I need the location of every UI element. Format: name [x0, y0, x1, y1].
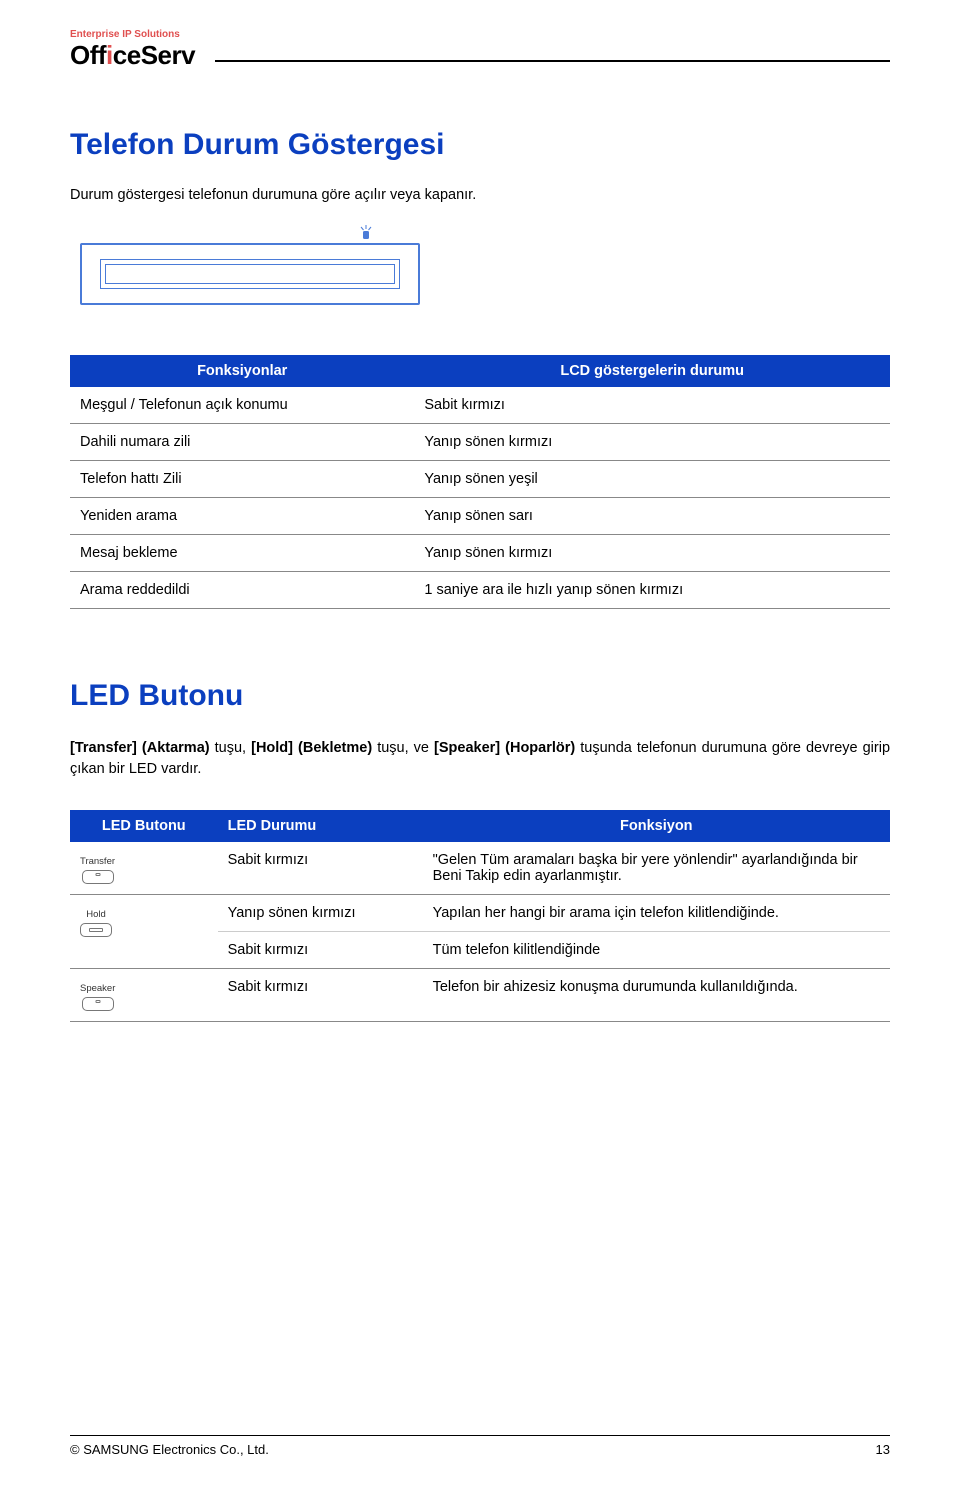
status-table-header-lcd: LCD göstergelerin durumu [414, 355, 890, 387]
brand-logo: Enterprise IP Solutions OfficeServ [70, 30, 195, 68]
led-table-header-status: LED Durumu [218, 810, 423, 842]
table-row: Meşgul / Telefonun açık konumuSabit kırm… [70, 387, 890, 424]
led-table-header-function: Fonksiyon [423, 810, 890, 842]
lcd-inner-frame [100, 259, 400, 289]
section1-intro: Durum göstergesi telefonun durumuna göre… [70, 187, 890, 203]
table-row: Hold Yanıp sönen kırmızı Yapılan her han… [70, 895, 890, 932]
table-row: Arama reddedildi1 saniye ara ile hızlı y… [70, 572, 890, 609]
footer-copyright: © SAMSUNG Electronics Co., Ltd. [70, 1442, 269, 1457]
transfer-button-icon: Transfer [80, 856, 115, 884]
led-glow-icon [360, 225, 372, 239]
lcd-outer-frame [80, 243, 420, 305]
page-header: Enterprise IP Solutions OfficeServ [70, 30, 890, 68]
table-row: Telefon hattı ZiliYanıp sönen yeşil [70, 461, 890, 498]
lcd-display-bar [105, 264, 395, 284]
speaker-button-icon: Speaker [80, 983, 115, 1011]
brand-name: OfficeServ [70, 42, 195, 68]
section1-title: Telefon Durum Göstergesi [70, 128, 890, 162]
brand-tagline: Enterprise IP Solutions [70, 30, 195, 40]
page-footer: © SAMSUNG Electronics Co., Ltd. 13 [70, 1435, 890, 1457]
table-row: Mesaj beklemeYanıp sönen kırmızı [70, 535, 890, 572]
status-table: Fonksiyonlar LCD göstergelerin durumu Me… [70, 355, 890, 609]
lcd-diagram [80, 243, 420, 305]
status-table-header-functions: Fonksiyonlar [70, 355, 414, 387]
table-row: Speaker Sabit kırmızı Telefon bir ahizes… [70, 969, 890, 1022]
status-table-body: Meşgul / Telefonun açık konumuSabit kırm… [70, 387, 890, 609]
table-row: Yeniden aramaYanıp sönen sarı [70, 498, 890, 535]
table-row: Dahili numara ziliYanıp sönen kırmızı [70, 424, 890, 461]
led-table-header-button: LED Butonu [70, 810, 218, 842]
footer-page-number: 13 [876, 1442, 890, 1457]
led-button-table: LED Butonu LED Durumu Fonksiyon Transfer… [70, 810, 890, 1022]
table-row: Transfer Sabit kırmızı "Gelen Tüm aramal… [70, 842, 890, 895]
hold-button-icon: Hold [80, 909, 112, 937]
section2-intro: [Transfer] (Aktarma) tuşu, [Hold] (Bekle… [70, 738, 890, 780]
header-rule [215, 60, 890, 62]
section2-title: LED Butonu [70, 679, 890, 713]
